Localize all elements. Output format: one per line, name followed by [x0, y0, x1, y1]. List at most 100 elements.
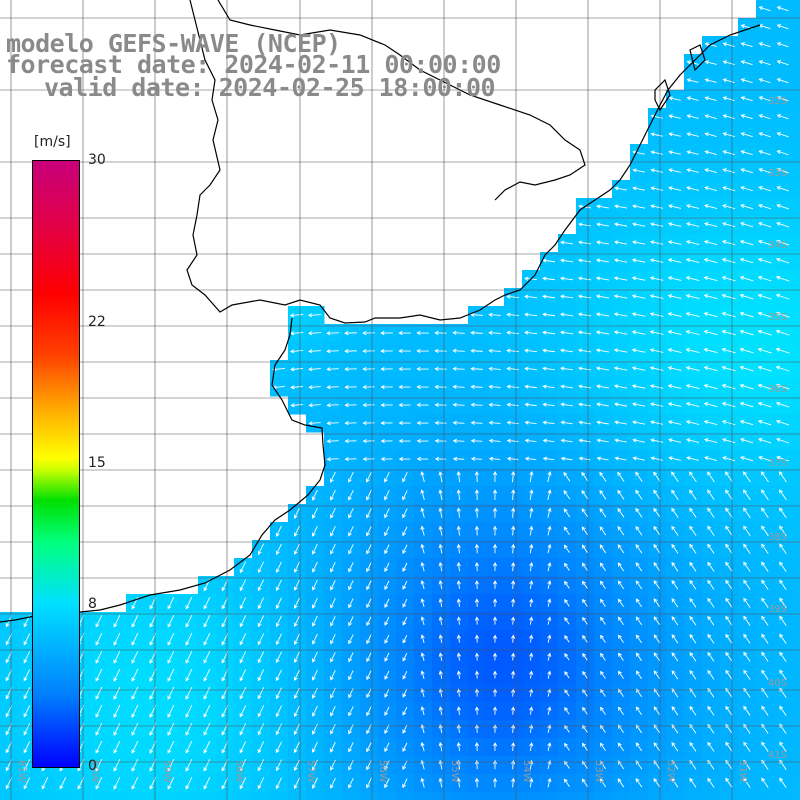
- speed-cell: [792, 720, 800, 739]
- wind-arrow: [113, 632, 121, 646]
- wind-arrow: [511, 634, 516, 643]
- speed-cell: [270, 792, 289, 800]
- wind-arrow: [348, 598, 354, 609]
- wind-arrow: [667, 240, 682, 245]
- wind-arrow: [275, 741, 283, 754]
- wind-arrow: [582, 706, 588, 715]
- wind-arrow: [293, 651, 300, 663]
- wind-arrow: [667, 402, 682, 407]
- wind-arrow: [185, 597, 193, 610]
- wind-arrow: [326, 421, 339, 426]
- wind-arrow: [239, 597, 247, 610]
- wind-arrow: [563, 778, 570, 788]
- wind-arrow: [380, 366, 393, 372]
- wind-arrow: [743, 489, 751, 501]
- wind-arrow: [722, 132, 735, 138]
- wind-arrow: [686, 438, 700, 443]
- wind-arrow: [438, 471, 443, 483]
- wind-arrow: [581, 760, 588, 769]
- wind-arrow: [577, 312, 592, 317]
- wind-arrow: [113, 614, 121, 628]
- wind-arrow: [739, 383, 754, 390]
- speed-cell: [396, 792, 415, 800]
- wind-arrow: [779, 633, 787, 644]
- wind-arrow: [613, 294, 628, 299]
- wind-arrow: [293, 525, 300, 537]
- wind-arrow: [703, 366, 718, 372]
- wind-arrow: [506, 294, 519, 299]
- wind-arrow: [685, 294, 700, 300]
- wind-arrow: [757, 419, 772, 426]
- colorbar-unit: [m/s]: [34, 134, 71, 150]
- wind-arrow: [452, 402, 465, 407]
- wind-arrow: [689, 633, 697, 644]
- wind-arrow: [438, 525, 443, 536]
- wind-arrow: [290, 349, 304, 354]
- wind-arrow: [344, 403, 357, 408]
- wind-arrow: [775, 293, 790, 300]
- wind-arrow: [542, 438, 555, 443]
- wind-arrow: [203, 632, 211, 646]
- wind-arrow: [578, 384, 592, 389]
- wind-arrow: [758, 6, 771, 12]
- colorbar-tick-label: 8: [88, 596, 97, 613]
- wind-arrow: [631, 276, 646, 281]
- wind-arrow: [131, 758, 139, 772]
- wind-arrow: [402, 472, 408, 483]
- wind-arrow: [384, 472, 390, 483]
- wind-arrow: [668, 222, 682, 227]
- wind-arrow: [653, 507, 661, 518]
- wind-arrow: [452, 456, 465, 461]
- wind-arrow: [722, 114, 735, 120]
- wind-arrow: [635, 634, 642, 644]
- wind-arrow: [474, 561, 480, 572]
- speed-cell: [126, 792, 145, 800]
- wind-arrow: [631, 258, 646, 263]
- latitude-label: 34S: [768, 240, 787, 251]
- speed-cell: [702, 792, 721, 800]
- wind-arrow: [581, 562, 588, 571]
- speed-cell: [792, 234, 800, 253]
- wind-arrow: [326, 385, 339, 390]
- wind-arrow: [635, 580, 643, 590]
- wind-arrow: [614, 186, 627, 191]
- wind-arrow: [779, 597, 787, 608]
- wind-arrow: [689, 543, 697, 554]
- wind-arrow: [743, 633, 751, 644]
- wind-arrow: [438, 724, 443, 734]
- wind-arrow: [653, 777, 661, 788]
- wind-arrow: [779, 705, 787, 716]
- wind-arrow: [686, 456, 700, 461]
- wind-arrow: [542, 456, 555, 461]
- wind-arrow: [113, 704, 121, 718]
- speed-cell: [18, 792, 37, 800]
- wind-arrow: [239, 561, 247, 574]
- wind-arrow: [239, 633, 247, 646]
- wind-arrow: [776, 168, 789, 174]
- wind-arrow: [275, 633, 282, 646]
- wind-arrow: [599, 526, 607, 536]
- wind-arrow: [703, 240, 718, 246]
- speed-cell: [342, 792, 361, 800]
- wind-arrow: [600, 598, 606, 607]
- longitude-labels: 61W 60W 59W 58W 57W 56W 55W 54W 53W 52W 51W: [16, 760, 748, 783]
- wind-arrow: [438, 561, 443, 572]
- wind-arrow: [185, 722, 193, 736]
- wind-arrow: [614, 222, 628, 227]
- wind-arrow: [510, 652, 516, 661]
- wind-arrow: [631, 240, 646, 245]
- wind-arrow: [456, 507, 461, 518]
- wind-arrow: [416, 366, 429, 372]
- wind-arrow: [203, 597, 211, 610]
- wind-arrow: [578, 420, 591, 425]
- wind-arrow: [776, 221, 790, 228]
- wind-arrow: [703, 420, 718, 426]
- wind-arrow: [671, 471, 679, 483]
- wind-arrow: [775, 275, 790, 282]
- wind-arrow: [725, 579, 733, 590]
- wind-arrow: [725, 543, 733, 554]
- wind-arrow: [203, 704, 211, 718]
- wind-arrow: [703, 222, 718, 228]
- wind-arrow: [721, 293, 736, 300]
